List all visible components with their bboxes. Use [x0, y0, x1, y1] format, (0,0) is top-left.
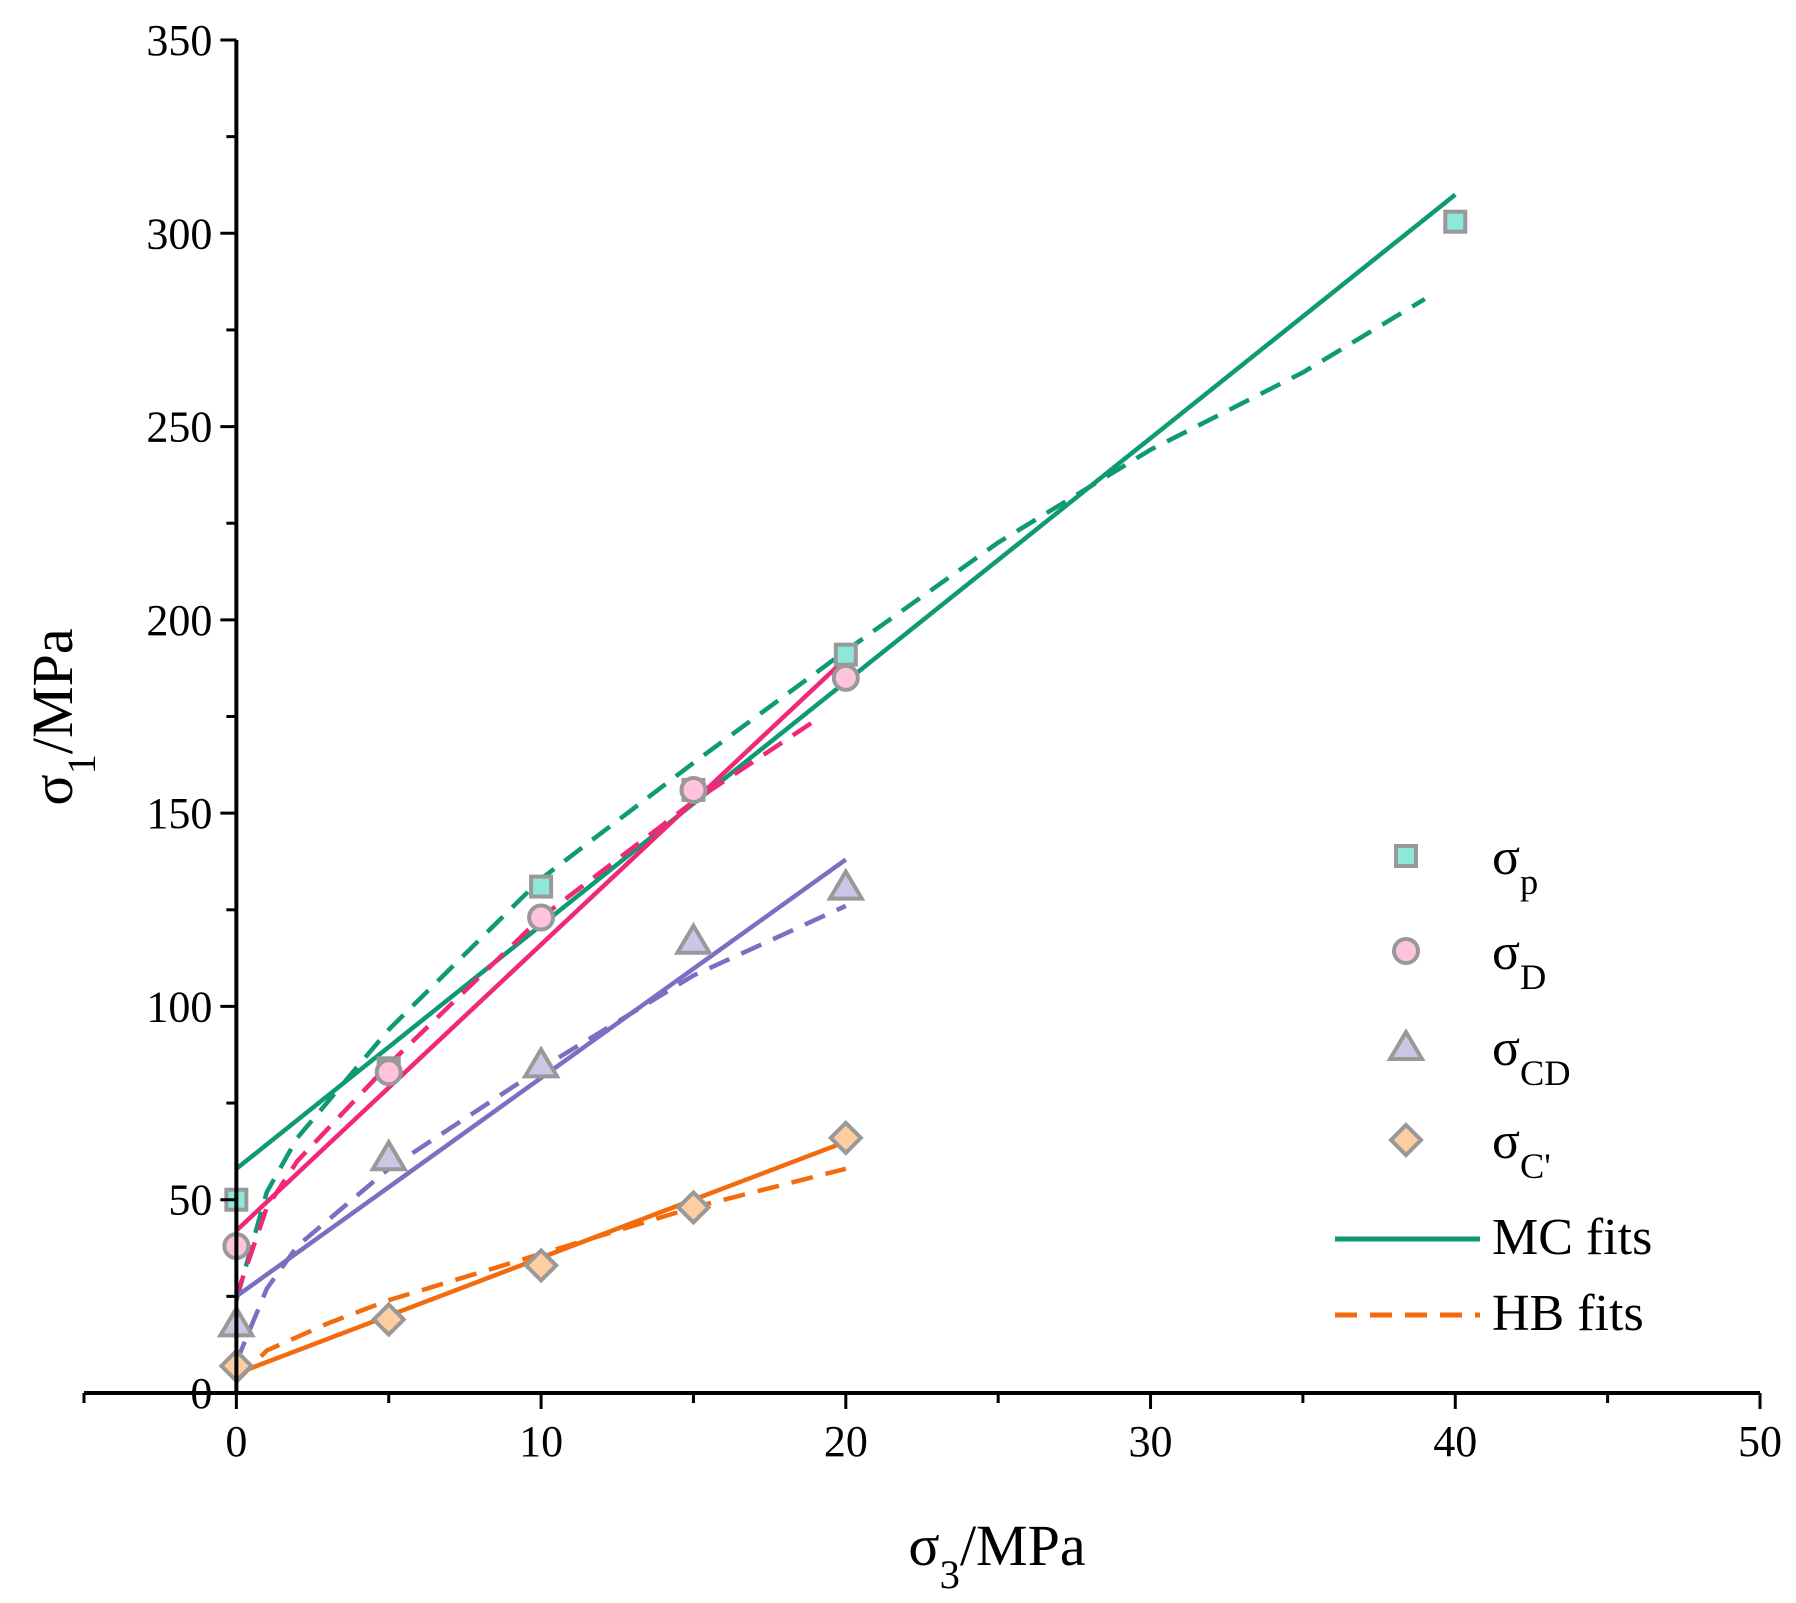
data-point-sp — [833, 642, 858, 667]
legend-marker-sd — [1392, 937, 1420, 965]
mc-fit-line-sd — [234, 656, 848, 1233]
x-tick-label: 10 — [519, 1417, 563, 1466]
legend: σp σD σCD σC' MC fits HB fits — [1335, 829, 1652, 1342]
y-tick-label: 350 — [146, 16, 212, 65]
y-tick-label: 300 — [146, 209, 212, 258]
data-point-sc — [370, 1301, 407, 1338]
x-tick-label: 30 — [1129, 1417, 1173, 1466]
legend-marker-scd — [1386, 1028, 1426, 1061]
data-point-sd — [831, 663, 860, 692]
data-point-scd — [369, 1138, 409, 1172]
data-point-scd — [673, 921, 713, 955]
x-tick-label: 0 — [225, 1417, 247, 1466]
y-tick-label: 100 — [146, 982, 212, 1031]
x-tick-label: 20 — [824, 1417, 868, 1466]
legend-label-scd: σCD — [1492, 1020, 1571, 1093]
legend-label-sd: σD — [1492, 924, 1546, 997]
x-axis-title: σ3/MPa — [908, 1513, 1085, 1597]
fit-lines — [234, 192, 1457, 1383]
data-point-sd — [374, 1058, 403, 1087]
data-point-sp — [529, 874, 554, 899]
legend-label-sc: σC' — [1492, 1113, 1551, 1186]
data-point-sc — [827, 1120, 864, 1156]
legend-label-sp: σp — [1492, 829, 1538, 902]
data-point-scd — [826, 867, 866, 901]
legend-marker-sc — [1388, 1122, 1424, 1158]
hb-fit-line-scd — [234, 903, 847, 1363]
data-point-sd — [679, 775, 708, 804]
y-tick-label: 200 — [146, 596, 212, 645]
axes: 0 10 20 30 40 50 0 50 100 150 200 250 300 350 σ3/MPa σ1… — [20, 16, 1782, 1597]
y-tick-label: 250 — [146, 403, 212, 452]
data-point-sc — [523, 1247, 559, 1284]
data-point-sd — [527, 903, 556, 932]
y-tick-label: 0 — [190, 1369, 212, 1418]
data-point-scd — [521, 1045, 561, 1079]
hb-fit-line-sp — [234, 297, 1426, 1301]
hb-fit-line-sd — [234, 718, 817, 1298]
x-tick-label: 50 — [1738, 1417, 1782, 1466]
data-point-sp — [1443, 209, 1468, 234]
legend-label-mc: MC fits — [1492, 1209, 1652, 1266]
legend-label-hb: HB fits — [1492, 1285, 1644, 1342]
y-axis-title: σ1/MPa — [20, 628, 104, 805]
data-point-sc — [675, 1189, 712, 1226]
x-tick-label: 40 — [1433, 1417, 1477, 1466]
legend-marker-sp — [1394, 844, 1418, 868]
y-tick-label: 50 — [168, 1176, 212, 1225]
y-tick-label: 150 — [146, 789, 212, 838]
